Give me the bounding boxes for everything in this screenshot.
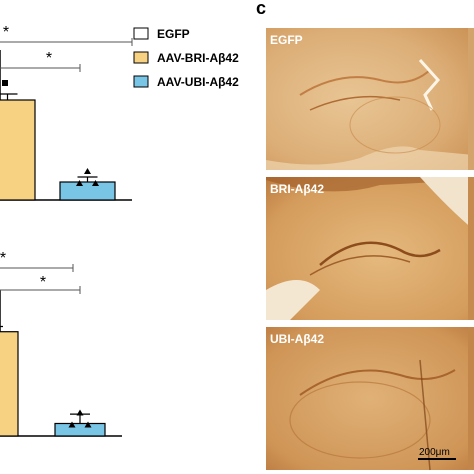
micrograph-ubi: UBI-Aβ42 200μm — [266, 327, 474, 471]
bar — [0, 331, 19, 437]
data-point — [76, 409, 84, 416]
panel-label-c: c — [256, 0, 266, 18]
legend-label-bri: AAV-BRI-Aβ42 — [157, 51, 239, 65]
significance-star: * — [0, 250, 6, 267]
significance-star: * — [46, 50, 52, 67]
data-point — [2, 80, 8, 86]
data-point — [84, 168, 91, 174]
bar — [54, 422, 106, 437]
data-point — [76, 180, 83, 186]
legend-label-ubi: AAV-UBI-Aβ42 — [157, 75, 239, 89]
data-point — [84, 421, 92, 428]
micrograph-bri: BRI-Aβ42 — [266, 177, 474, 320]
data-point — [68, 421, 76, 428]
micrograph-egfp: EGFP — [266, 28, 474, 170]
significance-star: * — [40, 274, 46, 291]
data-point — [92, 180, 99, 186]
bar — [59, 181, 116, 201]
legend-swatch-bri — [133, 51, 149, 64]
legend-swatch-ubi — [133, 75, 149, 88]
bar-chart-top: * * — [0, 24, 133, 201]
micrograph-label: UBI-Aβ42 — [270, 332, 324, 346]
scale-bar-label: 200μm — [419, 447, 450, 458]
legend: EGFP AAV-BRI-Aβ42 AAV-UBI-Aβ42 — [133, 27, 239, 89]
micrograph-label: BRI-Aβ42 — [270, 182, 324, 196]
legend-swatch-egfp — [133, 27, 149, 40]
bar-chart-bottom: * * — [0, 250, 122, 437]
micrograph-label: EGFP — [270, 33, 303, 47]
bar — [0, 99, 36, 201]
legend-label-egfp: EGFP — [157, 27, 190, 41]
significance-star: * — [3, 24, 9, 41]
